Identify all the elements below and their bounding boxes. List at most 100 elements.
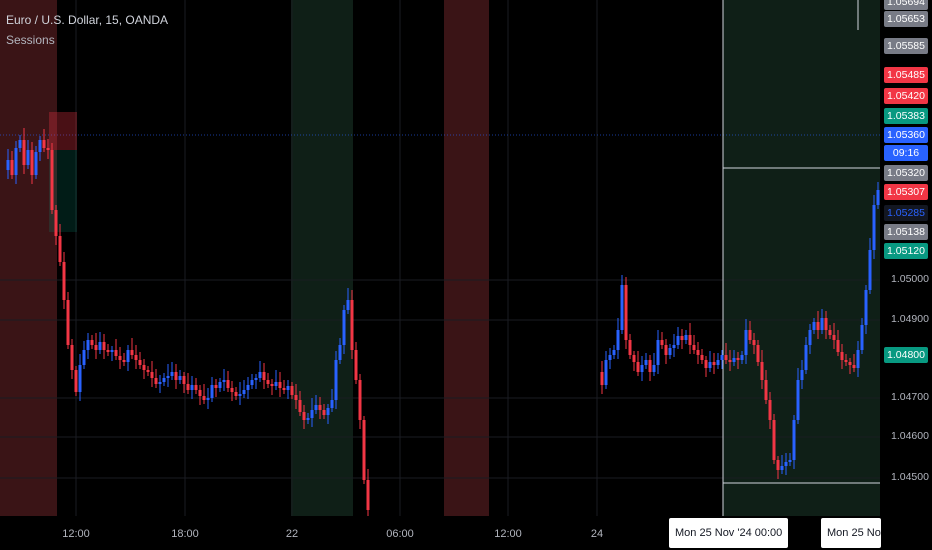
candle-body: [664, 345, 668, 355]
candle-body: [748, 330, 752, 340]
candle-body: [194, 385, 198, 390]
candle-body: [796, 380, 800, 420]
session-boxes: [0, 0, 880, 516]
candle-body: [792, 420, 796, 460]
candle-body: [294, 395, 298, 400]
candle-body: [218, 382, 222, 388]
candle-body: [608, 355, 612, 360]
candle-body: [836, 340, 840, 352]
candle-body: [342, 310, 346, 345]
candle-body: [46, 148, 50, 150]
crosshair-time-label: Mon 25 Nov '24 00:00: [669, 518, 789, 548]
price-label: 1.04700: [891, 391, 929, 403]
candle-body: [350, 300, 354, 350]
candle-body: [784, 462, 788, 466]
candle-body: [246, 385, 250, 390]
candle-body: [604, 360, 608, 385]
candle-body: [42, 140, 46, 148]
candle-body: [274, 382, 278, 386]
candle-body: [768, 400, 772, 420]
price-label: 1.04500: [891, 471, 929, 483]
candle-body: [660, 340, 664, 345]
candle-body: [74, 370, 78, 392]
candle-body: [10, 160, 14, 175]
price-badge: 1.05585: [884, 38, 928, 54]
candle-body: [210, 385, 214, 398]
candle-body: [812, 322, 816, 330]
candle-body: [30, 150, 34, 175]
candle-body: [314, 405, 318, 410]
candle-body: [640, 365, 644, 372]
price-badge: 1.05485: [884, 67, 928, 83]
candle-body: [366, 480, 370, 510]
candle-body: [322, 410, 326, 415]
candle-body: [354, 350, 358, 380]
candle-body: [840, 352, 844, 360]
candle-body: [636, 362, 640, 372]
candle-body: [616, 330, 620, 350]
candle-body: [624, 285, 628, 340]
candle-body: [6, 160, 10, 170]
price-badge: 1.05420: [884, 88, 928, 104]
candle-body: [724, 355, 728, 360]
candle-body: [202, 396, 206, 400]
candle-body: [62, 262, 66, 300]
candle-body: [122, 360, 126, 362]
candle-body: [334, 360, 338, 400]
candle-body: [808, 330, 812, 345]
candle-body: [318, 405, 322, 410]
price-badge: 1.05285: [884, 205, 928, 221]
candle-body: [78, 365, 82, 392]
price-badge: 1.04800: [884, 347, 928, 363]
price-badge: 09:16: [884, 145, 928, 161]
time-label: 22: [285, 528, 299, 540]
candle-body: [856, 350, 860, 368]
price-badge: 1.05653: [884, 11, 928, 27]
candle-body: [632, 355, 636, 362]
candle-body: [106, 350, 110, 352]
time-axis[interactable]: 12:00 18:00 22 06:00 12:00 24: [0, 516, 932, 550]
candle-body: [154, 378, 158, 384]
candle-body: [178, 376, 182, 380]
chart-legend: Euro / U.S. Dollar, 15, OANDA Sessions: [6, 10, 168, 50]
candle-body: [226, 380, 230, 388]
candle-body: [170, 372, 174, 376]
candle-body: [740, 355, 744, 360]
candle-body: [772, 420, 776, 460]
candle-body: [26, 150, 30, 165]
candle-body: [258, 372, 262, 378]
candle-body: [214, 385, 218, 388]
price-label: 1.04900: [891, 313, 929, 325]
candle-body: [174, 372, 178, 380]
session-box-red: [444, 0, 489, 516]
candle-body: [118, 356, 122, 360]
candle-body: [692, 345, 696, 350]
candle-body: [234, 392, 238, 396]
candle-body: [22, 140, 26, 165]
candle-body: [238, 394, 242, 396]
candle-body: [358, 380, 362, 420]
candle-body: [868, 250, 872, 290]
candle-body: [82, 350, 86, 365]
candle-body: [38, 140, 42, 152]
candle-body: [222, 380, 226, 382]
candle-body: [680, 336, 684, 340]
price-label: 1.04600: [891, 430, 929, 442]
time-label: 18:00: [171, 528, 199, 540]
candle-body: [852, 365, 856, 368]
candle-body: [600, 372, 604, 385]
symbol-title[interactable]: Euro / U.S. Dollar, 15, OANDA: [6, 13, 169, 27]
candle-body: [788, 460, 792, 462]
candle-body: [704, 360, 708, 368]
candle-body: [206, 398, 210, 400]
indicator-name[interactable]: Sessions: [6, 33, 55, 47]
candle-body: [732, 358, 736, 362]
candle-body: [298, 400, 302, 412]
candle-body: [110, 350, 114, 352]
candle-body: [186, 384, 190, 390]
price-badge: 1.05320: [884, 165, 928, 181]
chart-plot-area[interactable]: [0, 0, 880, 516]
candle-body: [90, 340, 94, 345]
candle-body: [700, 355, 704, 360]
candle-body: [648, 360, 652, 372]
